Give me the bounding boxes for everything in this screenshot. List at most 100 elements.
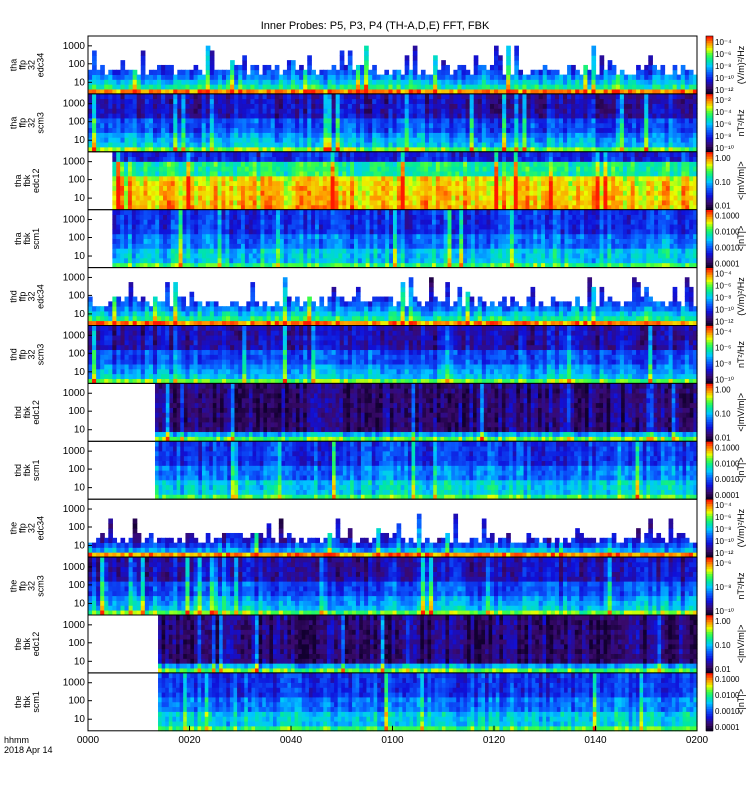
spectrogram-cell [465,108,471,114]
spectrogram-cell [498,89,503,95]
colorbar-swatch [706,43,713,47]
spectrogram-cell [221,89,227,95]
spectrogram-cell [128,122,134,129]
spectrogram-cell [127,200,133,206]
spectrogram-cell [174,161,180,167]
spectrogram-cell [412,137,418,143]
spectrogram-cell [615,161,620,167]
spectrogram-cell [108,74,113,80]
spectrogram-cell [373,204,378,211]
spectrogram-cell [388,84,394,90]
spectrogram-cell [335,146,341,153]
spectrogram-cell [603,171,608,177]
spectrogram-cell [599,204,605,211]
spectrogram-cell [178,248,184,254]
spectrogram-cell [461,142,467,148]
spectrogram-cell [234,79,239,85]
spectrogram-cell [473,55,479,61]
spectrogram-cell [571,122,576,129]
spectrogram-cell [579,84,584,90]
spectrogram-cell [351,98,357,104]
spectrogram-cell [143,233,149,240]
spectrogram-cell [217,200,223,206]
spectrogram-cell [127,151,133,158]
spectrogram-cell [591,103,597,109]
spectrogram-cell [461,146,467,153]
spectrogram-cell [112,238,117,244]
spectrogram-cell [92,60,97,66]
spectrogram-cell [264,180,269,186]
spectrogram-cell [169,122,174,129]
spectrogram-cell [346,180,351,186]
spectrogram-cell [548,156,554,162]
spectrogram-cell [474,161,480,167]
spectrogram-cell [335,84,341,90]
spectrogram-cell [603,69,609,76]
spectrogram-cell [318,151,324,158]
spectrogram-cell [131,156,137,162]
spectrogram-cell [135,204,141,211]
spectrogram-cell [607,146,613,153]
spectrogram-cell [303,89,308,95]
spectrogram-cell [661,171,667,177]
spectrogram-cell [246,89,251,95]
spectrogram-cell [112,166,117,172]
spectrogram-cell [431,180,437,186]
spectrogram-cell [104,113,109,119]
spectrogram-cell [680,122,686,129]
spectrogram-cell [579,89,584,95]
spectrogram-cell [152,122,158,129]
spectrogram-cell [396,156,402,162]
spectrogram-cell [127,175,133,182]
spectrogram-cell [229,151,234,158]
spectrogram-cell [272,156,277,162]
spectrogram-cell [286,84,292,90]
spectrogram-cell [276,166,281,172]
spectrogram-cell [140,137,146,143]
spectrogram-cell [190,248,195,254]
spectrogram-cell [534,79,540,85]
spectrogram-cell [541,185,546,191]
spectrogram-cell [170,175,176,182]
spectrogram-cell [537,180,542,186]
spectrogram-cell [268,180,273,186]
spectrogram-cell [652,122,657,129]
spectrogram-cell [556,151,562,158]
spectrogram-cell [286,64,292,71]
spectrogram-cell [558,89,564,95]
spectrogram-cell [435,195,441,201]
spectrogram-cell [481,84,487,90]
spectrogram-cell [389,156,394,162]
spectrogram-cell [159,175,164,182]
spectrogram-cell [339,89,345,95]
spectrogram-cell [611,103,617,109]
spectrogram-cell [299,195,304,201]
spectrogram-cell [170,161,176,167]
spectrogram-cell [128,93,134,100]
spectrogram-cell [205,175,211,182]
spectrogram-cell [139,238,145,244]
spectrogram-cell [170,214,176,220]
spectrogram-cell [412,161,417,167]
spectrogram-cell [213,142,219,148]
spectrogram-cell [546,79,552,85]
spectrogram-cell [140,122,146,129]
spectrogram-cell [181,142,187,148]
spectrogram-cell [323,113,329,119]
spectrogram-cell [380,89,385,95]
spectrogram-cell [685,200,690,206]
spectrogram-cell [131,229,137,235]
spectrogram-cell [668,103,674,109]
spectrogram-cell [627,89,633,95]
spectrogram-cell [389,166,394,172]
spectrogram-cell [217,137,223,143]
spectrogram-cell [684,108,690,114]
spectrogram-cell [303,204,308,211]
spectrogram-cell [502,103,507,109]
spectrogram-cell [622,190,628,196]
spectrogram-cell [323,69,329,76]
spectrogram-cell [368,93,373,100]
spectrogram-cell [221,84,227,90]
spectrogram-cell [424,185,429,191]
spectrogram-cell [225,229,230,235]
